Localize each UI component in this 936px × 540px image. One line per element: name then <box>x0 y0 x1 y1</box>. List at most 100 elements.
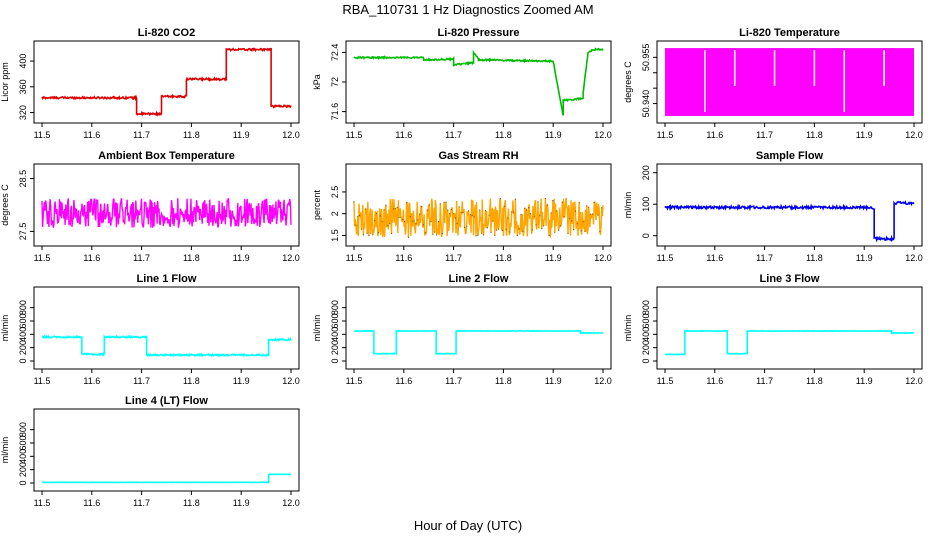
x-tick-label: 11.6 <box>395 376 412 386</box>
y-tick-label: 100 <box>641 197 651 212</box>
series-point <box>524 207 526 209</box>
x-tick-label: 11.7 <box>133 253 150 263</box>
y-tick-label: 28.5 <box>18 170 28 188</box>
series-point <box>582 221 584 223</box>
series-point <box>541 228 543 230</box>
series-point <box>445 201 447 203</box>
series-point <box>385 204 387 206</box>
y-tick-label: 0 <box>641 358 651 363</box>
panel-title: Line 4 (LT) Flow <box>125 395 208 407</box>
series-point <box>377 232 379 234</box>
chart-panel: Li-820 Pressure kPa 71.6 72 72.4 11.5 11.6 11.7… <box>312 27 612 140</box>
plot-frame <box>656 163 923 247</box>
series-point <box>364 208 366 210</box>
series-line <box>41 333 292 358</box>
series-point <box>554 231 556 233</box>
series-point <box>392 208 394 210</box>
series-point <box>381 221 383 223</box>
series-point <box>452 213 455 215</box>
panel-title: Sample Flow <box>756 150 824 162</box>
series-point <box>496 229 498 231</box>
series-point <box>466 225 468 227</box>
series-point <box>415 223 417 225</box>
y-tick-label: 50.955 <box>641 44 651 72</box>
y-tick-label: 320 <box>18 105 28 120</box>
series-point <box>471 215 473 217</box>
y-axis-label: degrees C <box>0 184 10 226</box>
x-tick-label: 11.8 <box>183 376 200 386</box>
y-axis-label: percent <box>312 189 322 220</box>
x-tick-label: 11.5 <box>657 253 674 263</box>
plot-frame <box>33 408 300 492</box>
series-point <box>544 198 547 200</box>
x-tick-label: 11.7 <box>133 376 150 386</box>
series-point <box>497 228 500 230</box>
panel-title: Ambient Box Temperature <box>98 150 235 162</box>
y-tick-label: 360 <box>18 79 28 94</box>
series-point <box>462 212 464 214</box>
series-point <box>586 205 588 207</box>
y-tick-label: 200 <box>330 340 340 355</box>
x-tick-label: 12.0 <box>594 376 612 386</box>
series-point <box>428 204 430 206</box>
series-point <box>561 201 563 203</box>
series-point <box>601 207 603 209</box>
x-tick-label: 11.9 <box>233 498 250 508</box>
y-tick-label: 72.4 <box>330 44 340 62</box>
y-tick-label: 400 <box>18 327 28 342</box>
series-point <box>520 214 522 216</box>
series-line <box>353 329 604 355</box>
panel-title: Li-820 CO2 <box>138 27 195 39</box>
y-tick-label: 200 <box>641 340 651 355</box>
series-point <box>451 208 453 211</box>
series-point <box>511 211 513 213</box>
series-point <box>460 212 462 214</box>
series-point <box>390 232 393 234</box>
y-axis-label: ml/min <box>623 315 633 342</box>
series-point <box>584 230 586 232</box>
x-tick-label: 11.6 <box>83 130 100 140</box>
x-tick-label: 12.0 <box>282 498 300 508</box>
series-point <box>535 224 537 226</box>
series-point <box>481 232 483 234</box>
y-axis-label: ml/min <box>0 437 10 464</box>
series-line <box>41 473 292 484</box>
series-line <box>353 198 604 238</box>
series-point <box>526 209 528 211</box>
series-point <box>434 231 436 233</box>
y-axis-label: kPa <box>312 74 322 90</box>
x-tick-label: 11.8 <box>183 130 200 140</box>
y-axis-label: ml/min <box>0 315 10 342</box>
series-point <box>387 224 389 227</box>
series-point <box>507 217 509 219</box>
y-axis-label: ml/min <box>312 315 322 342</box>
x-tick-label: 11.9 <box>856 130 873 140</box>
series-point <box>591 213 594 215</box>
series-point <box>469 214 471 216</box>
series-point <box>503 205 505 207</box>
y-tick-label: 0 <box>641 233 651 238</box>
y-tick-label: 2 <box>330 211 340 216</box>
series-point <box>475 235 477 237</box>
series-point <box>447 209 449 211</box>
y-tick-label: 400 <box>18 54 28 69</box>
series-point <box>355 224 357 226</box>
plot-frame <box>33 163 300 247</box>
series-point <box>546 204 548 206</box>
series-point <box>402 218 404 221</box>
x-tick-label: 11.5 <box>346 130 363 140</box>
x-tick-label: 11.8 <box>806 253 823 263</box>
series-point <box>518 228 520 230</box>
x-tick-label: 11.9 <box>545 253 562 263</box>
y-tick-label: 0 <box>330 358 340 363</box>
series-point <box>449 213 451 215</box>
series-point <box>432 233 434 235</box>
series-point <box>417 219 419 221</box>
series-point <box>567 232 569 234</box>
series-line <box>353 47 604 116</box>
series-point <box>411 220 413 222</box>
series-point <box>439 203 441 205</box>
x-tick-label: 11.7 <box>756 376 773 386</box>
series-point <box>473 216 475 218</box>
